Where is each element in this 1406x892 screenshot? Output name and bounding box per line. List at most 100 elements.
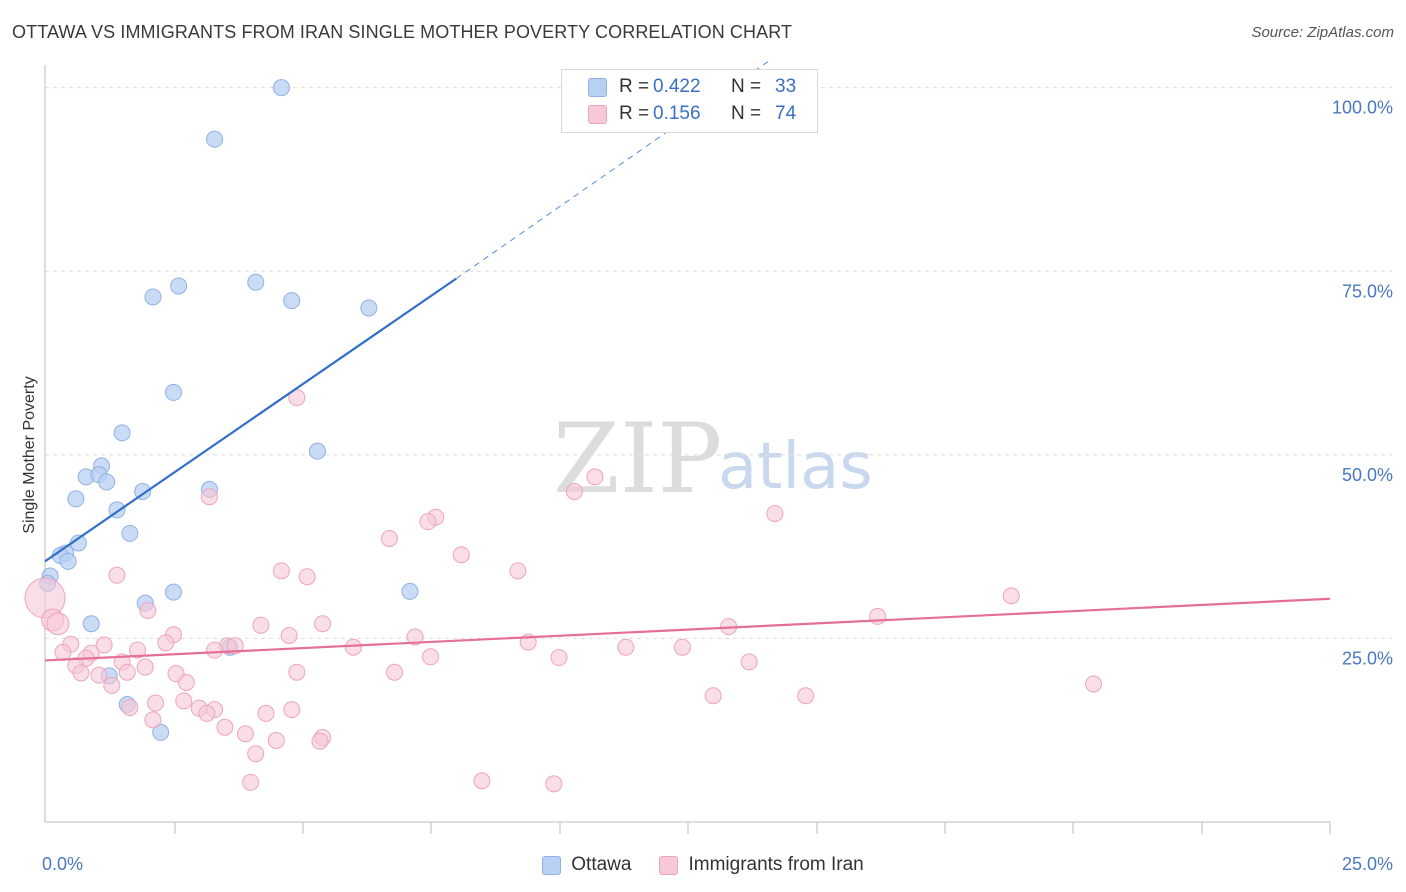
- point-iran: [1085, 675, 1103, 693]
- point-ottawa: [401, 582, 419, 600]
- point-iran: [54, 643, 72, 661]
- point-iran: [177, 673, 195, 691]
- point-iran: [740, 653, 758, 671]
- legend-swatch-iran: [659, 855, 679, 875]
- legend-r-label: R =: [619, 103, 650, 124]
- point-iran: [175, 692, 193, 710]
- legend-r-label: R =: [619, 76, 650, 97]
- point-ottawa: [82, 615, 100, 633]
- point-iran: [206, 641, 224, 659]
- point-iran: [311, 732, 329, 750]
- legend-label-ottawa: Ottawa: [571, 854, 632, 875]
- legend-swatch-ottawa: [542, 855, 562, 875]
- point-iran: [673, 638, 691, 656]
- gridlines: [45, 87, 1392, 639]
- point-iran: [704, 687, 722, 705]
- point-ottawa: [59, 552, 77, 570]
- point-iran: [473, 772, 491, 790]
- point-iran: [586, 468, 604, 486]
- point-iran: [380, 530, 398, 548]
- point-iran: [247, 745, 265, 763]
- axes: [44, 65, 1331, 834]
- point-ottawa: [134, 483, 152, 501]
- legend-n-label: N =: [731, 76, 762, 97]
- point-iran: [565, 483, 583, 501]
- legend-swatch-ottawa: [588, 77, 607, 97]
- legend-row-ottawa: R = 0.422 N = 33: [588, 75, 796, 99]
- point-ottawa: [98, 473, 116, 491]
- legend-n-label: N =: [731, 103, 762, 124]
- y-tick-label: 100.0%: [1332, 98, 1393, 118]
- legend-n-value-iran: 74: [775, 103, 797, 124]
- point-ottawa: [170, 277, 188, 295]
- point-ottawa: [247, 273, 265, 291]
- trendline-iran: [45, 597, 1331, 662]
- point-iran: [766, 505, 784, 523]
- point-ottawa: [272, 79, 290, 97]
- point-iran: [72, 664, 90, 682]
- point-iran: [121, 698, 139, 716]
- legend-n-value-ottawa: 33: [775, 76, 797, 97]
- point-iran: [509, 562, 527, 580]
- source-credit: Source: ZipAtlas.com: [1251, 24, 1394, 41]
- legend-item-ottawa: Ottawa: [542, 854, 631, 876]
- point-iran: [452, 546, 470, 564]
- point-ottawa: [360, 299, 378, 317]
- point-iran: [314, 615, 332, 633]
- legend-correlation: R = 0.422 N = 33 R = 0.156 N = 74: [561, 69, 818, 133]
- point-ottawa: [113, 424, 131, 442]
- point-iran: [406, 628, 424, 646]
- chart-title: OTTAWA VS IMMIGRANTS FROM IRAN SINGLE MO…: [12, 22, 793, 42]
- point-iran: [797, 687, 815, 705]
- legend-r-value-iran: 0.156: [653, 103, 701, 124]
- y-tick-labels: 25.0% 50.0% 75.0% 100.0%: [1332, 98, 1393, 669]
- point-iran: [288, 389, 306, 407]
- watermark-atlas: atlas: [718, 430, 873, 504]
- legend-label-iran: Immigrants from Iran: [688, 854, 864, 875]
- point-ottawa: [206, 130, 224, 148]
- y-tick-label: 75.0%: [1342, 281, 1393, 301]
- point-iran: [617, 638, 635, 656]
- legend-series: Ottawa Immigrants from Iran: [0, 852, 1406, 878]
- point-iran: [288, 663, 306, 681]
- point-iran: [129, 641, 147, 659]
- point-iran: [144, 711, 162, 729]
- point-iran: [139, 602, 157, 620]
- y-tick-label: 50.0%: [1342, 465, 1393, 485]
- watermark: ZIP atlas: [553, 403, 873, 515]
- point-iran: [242, 773, 260, 791]
- point-iran: [46, 612, 70, 636]
- x-tick-labels: 0.0% 25.0%: [42, 854, 1393, 874]
- point-iran: [216, 718, 234, 736]
- point-iran: [226, 637, 244, 655]
- legend-item-iran: Immigrants from Iran: [659, 854, 864, 876]
- trendline-ottawa: [45, 277, 457, 563]
- point-ottawa: [308, 442, 326, 460]
- point-iran: [90, 666, 108, 684]
- y-axis-label: Single Mother Poverty: [21, 376, 38, 533]
- point-ottawa: [152, 723, 170, 741]
- point-iran: [545, 775, 563, 793]
- legend-row-iran: R = 0.156 N = 74: [588, 102, 796, 126]
- trendlines: [45, 60, 1331, 662]
- point-iran: [419, 513, 437, 531]
- point-ottawa: [165, 583, 182, 601]
- series-iran-points: [24, 389, 1103, 793]
- x-tick-label: 0.0%: [42, 854, 83, 874]
- point-iran: [147, 694, 165, 712]
- point-iran: [200, 488, 218, 506]
- point-ottawa: [144, 288, 162, 306]
- point-iran: [298, 568, 316, 586]
- point-iran: [386, 663, 404, 681]
- point-iran: [283, 701, 301, 719]
- point-iran: [257, 704, 275, 722]
- point-iran: [95, 636, 113, 654]
- point-ottawa: [67, 490, 85, 508]
- point-iran: [422, 648, 439, 666]
- point-iran: [157, 634, 175, 652]
- point-iran: [136, 658, 154, 676]
- y-tick-label: 25.0%: [1342, 648, 1393, 668]
- point-iran: [236, 725, 254, 743]
- point-iran: [272, 562, 290, 580]
